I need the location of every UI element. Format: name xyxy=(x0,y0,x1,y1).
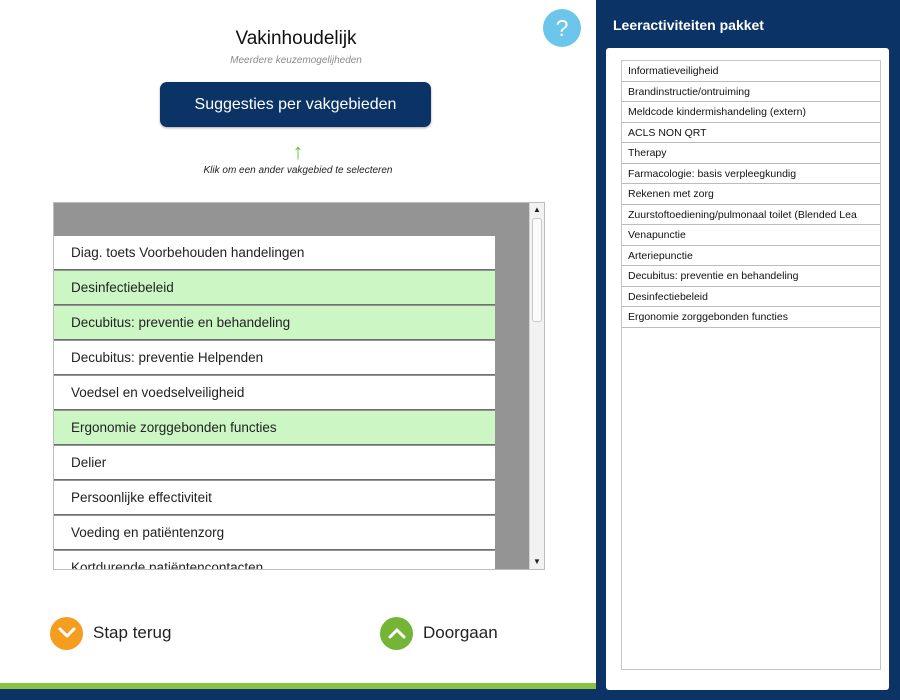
subject-list-item[interactable]: Decubitus: preventie en behandeling xyxy=(54,306,495,339)
subject-list-items: Diag. toets Voorbehouden handelingen Desi… xyxy=(54,236,495,569)
package-list-item: Therapy xyxy=(622,143,881,164)
scroll-up-icon[interactable]: ▲ xyxy=(533,205,541,214)
package-list-item: ACLS NON QRT xyxy=(622,123,881,143)
package-list-item: Zuurstoftoediening/pulmonaal toilet (Ble… xyxy=(622,205,881,225)
package-list-items: Informatieveiligheid Brandinstructie/ontr… xyxy=(622,61,881,328)
package-list-item: Ergonomie zorggebonden functies xyxy=(622,307,881,328)
package-list-item: Decubitus: preventie en behandeling xyxy=(622,266,881,287)
subject-list-item[interactable]: Delier xyxy=(54,446,495,479)
scroll-thumb[interactable] xyxy=(532,218,542,322)
scroll-down-icon[interactable]: ▼ xyxy=(533,557,541,566)
page-subtitle: Meerdere keuzemogelijheden xyxy=(230,55,362,66)
package-panel: Leeractiviteiten pakket Informatieveilig… xyxy=(596,0,900,700)
package-list-item: Meldcode kindermishandeling (extern) xyxy=(622,102,881,123)
subject-list-item[interactable]: Decubitus: preventie Helpenden xyxy=(54,341,495,374)
package-list-item: Arteriepunctie xyxy=(622,246,881,266)
chevron-down-icon xyxy=(50,616,83,650)
subject-list-item[interactable]: Persoonlijke effectiviteit xyxy=(54,481,495,514)
chevron-up-icon xyxy=(380,616,413,650)
package-list-item: Desinfectiebeleid xyxy=(622,287,881,307)
subject-list: Diag. toets Voorbehouden handelingen Desi… xyxy=(53,202,545,570)
package-list-item: Venapunctie xyxy=(622,225,881,246)
panel-card: Informatieveiligheid Brandinstructie/ontr… xyxy=(606,48,889,690)
package-list-item: Farmacologie: basis verpleegkundig xyxy=(622,164,881,184)
subject-list-item[interactable]: Kortdurende patiëntencontacten xyxy=(54,551,495,569)
suggestions-button[interactable]: Suggesties per vakgebieden xyxy=(160,82,431,127)
package-list-item: Informatieveiligheid xyxy=(622,61,881,82)
arrow-up-icon: ↑ xyxy=(292,139,304,164)
package-list-item: Rekenen met zorg xyxy=(622,184,881,205)
panel-title: Leeractiviteiten pakket xyxy=(613,17,764,33)
subject-list-item[interactable]: Voedsel en voedselveiligheid xyxy=(54,376,495,409)
select-hint: Klik om een ander vakgebied te selectere… xyxy=(203,165,393,176)
list-scrollbar[interactable]: ▲ ▼ xyxy=(529,203,544,569)
help-button[interactable]: ? xyxy=(543,9,581,47)
subject-list-item[interactable]: Voeding en patiëntenzorg xyxy=(54,516,495,549)
subject-list-item[interactable]: Diag. toets Voorbehouden handelingen xyxy=(54,236,495,269)
help-icon: ? xyxy=(555,15,569,41)
back-label: Stap terug xyxy=(93,623,172,642)
subject-list-item[interactable]: Ergonomie zorggebonden functies xyxy=(54,411,495,444)
back-button[interactable]: Stap terug xyxy=(50,616,171,650)
footer-bar-navy xyxy=(0,689,596,700)
package-list-item: Brandinstructie/ontruiming xyxy=(622,82,881,102)
page-title: Vakinhoudelijk xyxy=(235,28,357,49)
continue-label: Doorgaan xyxy=(423,623,498,642)
footer-bar-green xyxy=(0,683,596,689)
continue-button[interactable]: Doorgaan xyxy=(380,616,498,650)
package-list: Informatieveiligheid Brandinstructie/ontr… xyxy=(621,60,881,670)
subject-list-item[interactable]: Desinfectiebeleid xyxy=(54,271,495,304)
main-pane: ? Vakinhoudelijk Meerdere keuzemogelijhe… xyxy=(0,9,596,700)
